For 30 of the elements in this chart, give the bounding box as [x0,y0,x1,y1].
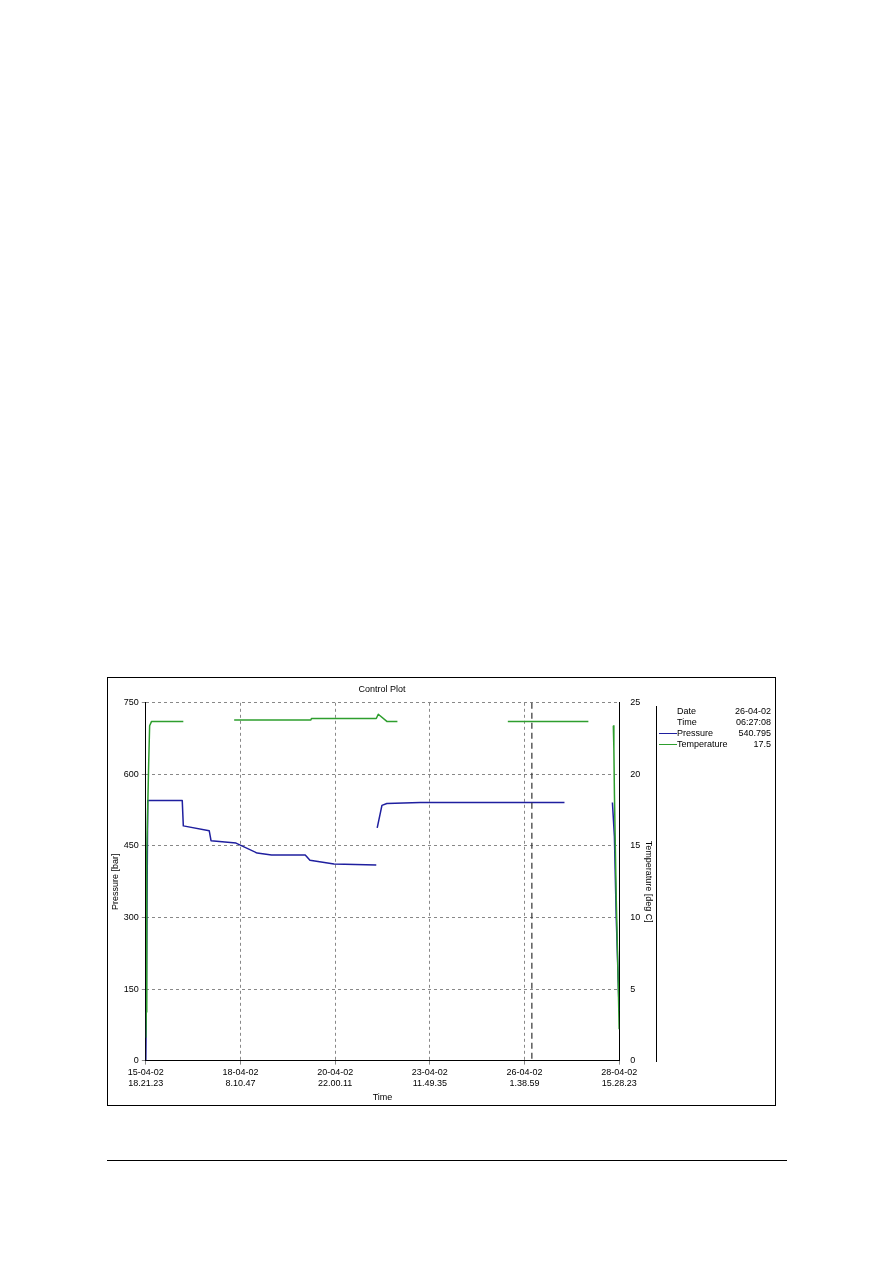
text: 540.795 [738,728,771,739]
x-tick-label: 20-04-02 22.00.11 [317,1067,354,1089]
text: 26-04-02 [734,706,771,717]
text: Time [677,717,697,728]
y-tick-label: 300 [123,911,139,922]
chart-title: Control Plot [358,683,407,694]
legend-label: Pressure [677,728,714,739]
y2-axis-title: Temperature [deg C] [644,840,655,923]
y2-tick-label: 15 [630,840,641,851]
text: 17.5 [753,739,771,750]
y-tick-label: 750 [123,697,139,708]
x-axis-title: Time [372,1092,393,1103]
y-axis-title: Pressure [bar] [109,853,120,910]
x-tick-label: 23-04-02 11.49.35 [411,1067,448,1089]
x-tick-label: 18-04-02 8.10.47 [222,1067,259,1089]
legend-label: Temperature [677,739,728,750]
y2-tick-label: 25 [630,697,641,708]
text: 06:27:08 [735,717,771,728]
x-tick-label: 15-04-02 18.21.23 [127,1067,164,1089]
y2-tick-label: 0 [630,1055,636,1066]
y2-tick-label: 20 [630,768,641,779]
y-tick-label: 0 [133,1055,139,1066]
y-tick-label: 450 [123,840,139,851]
y2-tick-label: 10 [630,911,641,922]
y-tick-label: 600 [123,768,139,779]
y-tick-label: 150 [123,983,139,994]
y2-tick-label: 5 [630,983,636,994]
x-tick-label: 28-04-02 15.28.23 [601,1067,638,1089]
text: Date [677,706,697,717]
x-tick-label: 26-04-02 1.38.59 [506,1067,543,1089]
